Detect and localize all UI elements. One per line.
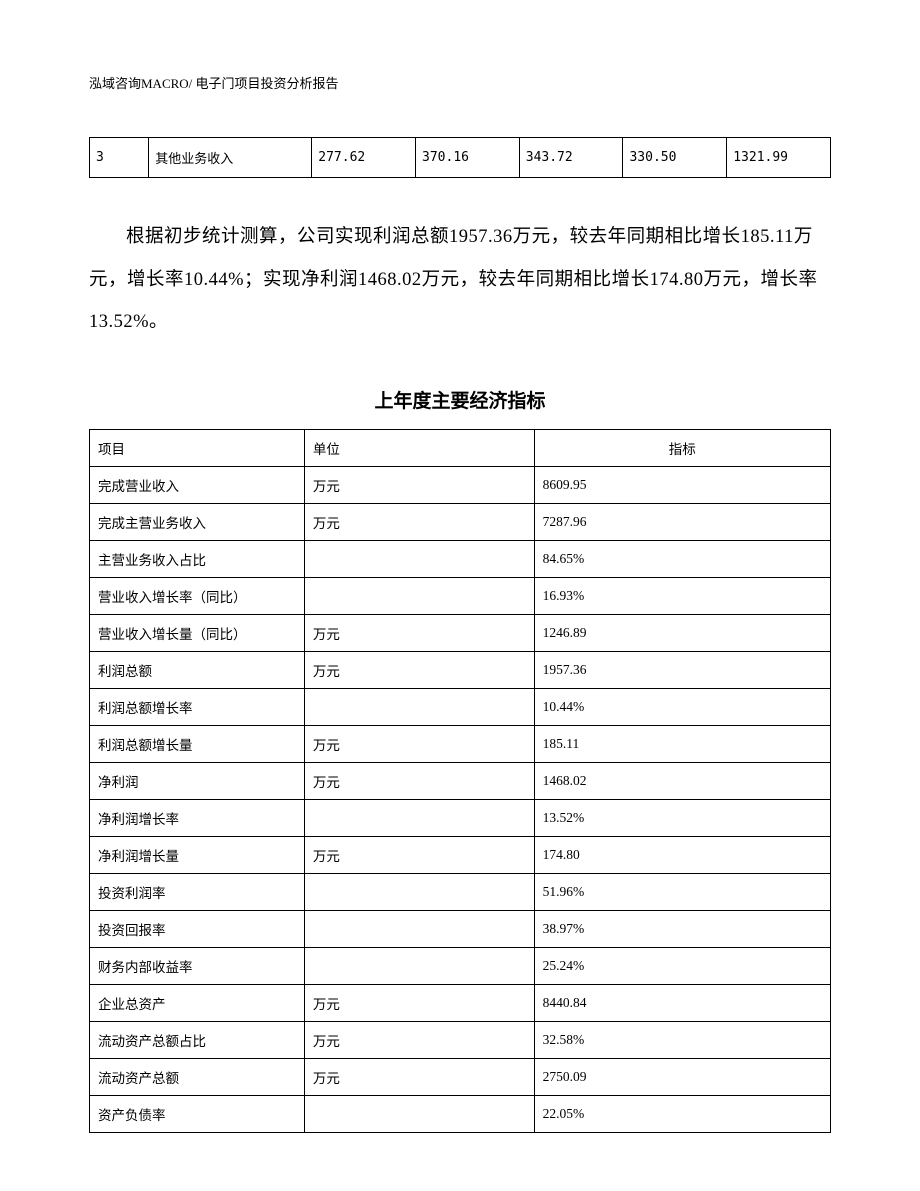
cell-unit: [304, 688, 534, 725]
cell-unit: [304, 910, 534, 947]
cell-unit: 万元: [304, 503, 534, 540]
top-table-body: 3 其他业务收入 277.62 370.16 343.72 330.50 132…: [90, 138, 831, 178]
table-row: 利润总额增长率 10.44%: [90, 688, 831, 725]
table-row: 营业收入增长量（同比）万元1246.89: [90, 614, 831, 651]
cell-unit: 万元: [304, 762, 534, 799]
main-table-body: 完成营业收入万元8609.95完成主营业务收入万元7287.96主营业务收入占比…: [90, 466, 831, 1132]
cell-indicator: 1246.89: [534, 614, 830, 651]
cell-indicator: 16.93%: [534, 577, 830, 614]
summary-paragraph: 根据初步统计测算，公司实现利润总额1957.36万元，较去年同期相比增长185.…: [89, 216, 831, 344]
table-row: 利润总额增长量万元185.11: [90, 725, 831, 762]
cell-indicator: 1468.02: [534, 762, 830, 799]
cell-item: 利润总额增长量: [90, 725, 305, 762]
cell-indicator: 174.80: [534, 836, 830, 873]
cell-v1: 277.62: [312, 138, 416, 178]
cell-indicator: 10.44%: [534, 688, 830, 725]
cell-unit: 万元: [304, 651, 534, 688]
cell-indicator: 1957.36: [534, 651, 830, 688]
cell-unit: 万元: [304, 466, 534, 503]
table-row: 营业收入增长率（同比） 16.93%: [90, 577, 831, 614]
table-row: 主营业务收入占比 84.65%: [90, 540, 831, 577]
cell-item: 投资回报率: [90, 910, 305, 947]
cell-item: 企业总资产: [90, 984, 305, 1021]
top-revenue-table: 3 其他业务收入 277.62 370.16 343.72 330.50 132…: [89, 137, 831, 178]
economic-indicators-table: 项目 单位 指标 完成营业收入万元8609.95完成主营业务收入万元7287.9…: [89, 429, 831, 1133]
cell-item: 营业收入增长量（同比）: [90, 614, 305, 651]
cell-item: 利润总额: [90, 651, 305, 688]
cell-index: 3: [90, 138, 149, 178]
table-row: 流动资产总额万元2750.09: [90, 1058, 831, 1095]
cell-indicator: 8609.95: [534, 466, 830, 503]
cell-indicator: 38.97%: [534, 910, 830, 947]
cell-v2: 370.16: [416, 138, 520, 178]
table-row: 资产负债率 22.05%: [90, 1095, 831, 1132]
cell-item: 投资利润率: [90, 873, 305, 910]
table-row: 净利润增长率 13.52%: [90, 799, 831, 836]
cell-unit: 万元: [304, 1058, 534, 1095]
cell-indicator: 25.24%: [534, 947, 830, 984]
col-header-item: 项目: [90, 429, 305, 466]
cell-unit: [304, 577, 534, 614]
cell-item: 完成主营业务收入: [90, 503, 305, 540]
cell-indicator: 2750.09: [534, 1058, 830, 1095]
main-table-title: 上年度主要经济指标: [89, 386, 831, 413]
cell-item: 利润总额增长率: [90, 688, 305, 725]
cell-item: 流动资产总额占比: [90, 1021, 305, 1058]
table-header-row: 项目 单位 指标: [90, 429, 831, 466]
cell-unit: [304, 799, 534, 836]
cell-unit: 万元: [304, 725, 534, 762]
cell-unit: [304, 1095, 534, 1132]
table-row: 完成主营业务收入万元7287.96: [90, 503, 831, 540]
col-header-unit: 单位: [304, 429, 534, 466]
cell-unit: [304, 540, 534, 577]
cell-item: 完成营业收入: [90, 466, 305, 503]
cell-indicator: 51.96%: [534, 873, 830, 910]
cell-indicator: 13.52%: [534, 799, 830, 836]
cell-unit: 万元: [304, 836, 534, 873]
cell-indicator: 8440.84: [534, 984, 830, 1021]
cell-item: 净利润增长量: [90, 836, 305, 873]
cell-unit: [304, 947, 534, 984]
cell-name: 其他业务收入: [149, 138, 312, 178]
col-header-indicator: 指标: [534, 429, 830, 466]
cell-indicator: 7287.96: [534, 503, 830, 540]
table-row: 流动资产总额占比万元32.58%: [90, 1021, 831, 1058]
table-row: 3 其他业务收入 277.62 370.16 343.72 330.50 132…: [90, 138, 831, 178]
cell-unit: 万元: [304, 984, 534, 1021]
cell-item: 流动资产总额: [90, 1058, 305, 1095]
table-row: 净利润增长量万元174.80: [90, 836, 831, 873]
cell-item: 营业收入增长率（同比）: [90, 577, 305, 614]
table-row: 投资利润率 51.96%: [90, 873, 831, 910]
cell-item: 净利润: [90, 762, 305, 799]
cell-unit: [304, 873, 534, 910]
cell-v5: 1321.99: [727, 138, 831, 178]
cell-item: 主营业务收入占比: [90, 540, 305, 577]
cell-item: 净利润增长率: [90, 799, 305, 836]
cell-indicator: 84.65%: [534, 540, 830, 577]
table-row: 企业总资产万元8440.84: [90, 984, 831, 1021]
cell-indicator: 32.58%: [534, 1021, 830, 1058]
table-row: 投资回报率 38.97%: [90, 910, 831, 947]
cell-v4: 330.50: [623, 138, 727, 178]
page-header: 泓域咨询MACRO/ 电子门项目投资分析报告: [89, 73, 831, 92]
table-row: 利润总额万元1957.36: [90, 651, 831, 688]
cell-indicator: 185.11: [534, 725, 830, 762]
table-row: 净利润万元1468.02: [90, 762, 831, 799]
table-row: 财务内部收益率 25.24%: [90, 947, 831, 984]
main-table-head: 项目 单位 指标: [90, 429, 831, 466]
cell-item: 财务内部收益率: [90, 947, 305, 984]
cell-item: 资产负债率: [90, 1095, 305, 1132]
cell-v3: 343.72: [519, 138, 623, 178]
cell-unit: 万元: [304, 614, 534, 651]
cell-indicator: 22.05%: [534, 1095, 830, 1132]
cell-unit: 万元: [304, 1021, 534, 1058]
table-row: 完成营业收入万元8609.95: [90, 466, 831, 503]
